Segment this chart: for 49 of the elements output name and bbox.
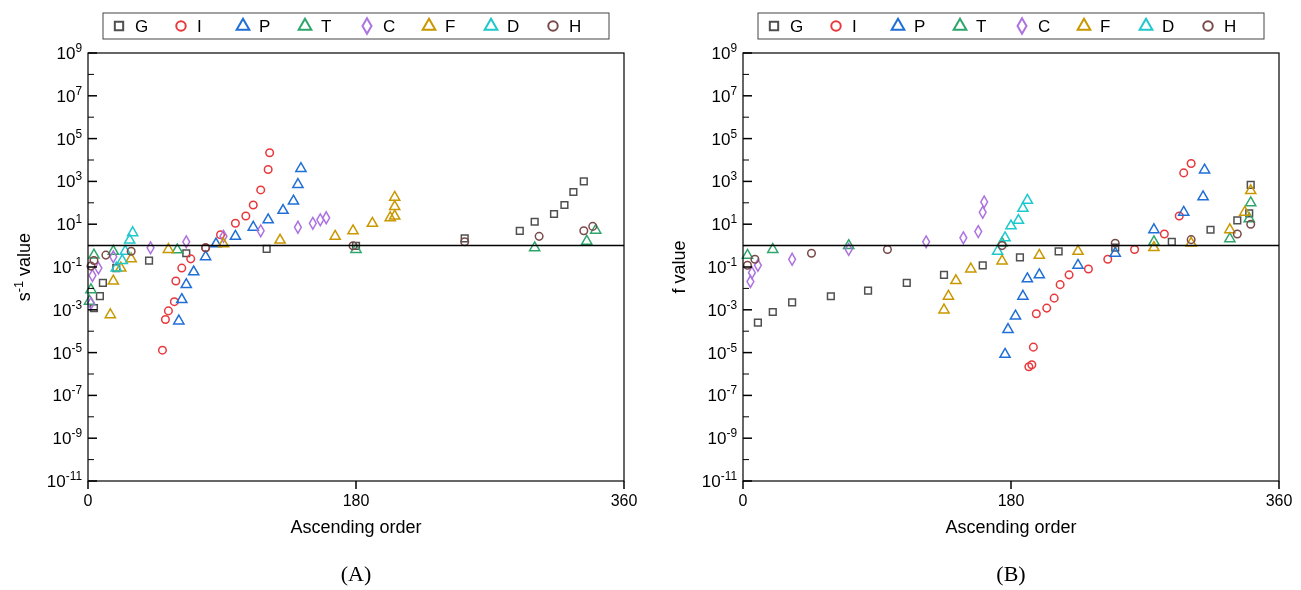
legend-label: D: [507, 17, 520, 36]
x-axis-title: Ascending order: [290, 517, 422, 537]
legend-label: G: [135, 17, 149, 36]
y-tick-label: 10$^{-5}$: [707, 340, 738, 363]
y-tick-label: 10$^{-11}$: [46, 469, 83, 491]
legend-label: F: [1100, 17, 1111, 36]
y-tick-label: 10$^{-11}$: [701, 469, 738, 491]
text: (B): [996, 561, 1026, 586]
legend-label: F: [445, 17, 456, 36]
y-tick-label: 10$^{-3}$: [52, 297, 83, 320]
y-tick-label: 10$^{-7}$: [707, 383, 738, 406]
x-tick-label: 180: [342, 492, 370, 509]
legend-label: G: [790, 17, 804, 36]
y-tick-label: 10$^{-1}$: [52, 255, 83, 277]
y-tick-label: 10$^{7}$: [711, 83, 738, 106]
y-tick-label: 10$^{-9}$: [707, 426, 738, 449]
legend-label: C: [1038, 17, 1051, 36]
y-tick-label: 10$^{5}$: [711, 126, 738, 149]
x-tick-label: 360: [1265, 492, 1293, 509]
y-tick-label: 10$^{3}$: [711, 169, 738, 192]
y-tick-label: 10$^{9}$: [56, 41, 83, 63]
x-tick-label: 180: [997, 492, 1025, 509]
legend-label: T: [321, 17, 332, 36]
x-tick-label: 360: [610, 492, 638, 509]
y-axis-title: f value: [669, 240, 689, 294]
legend-label: I: [197, 17, 202, 36]
y-tick-label: 10$^{-7}$: [52, 383, 83, 406]
x-tick-label: 0: [738, 492, 748, 509]
y-tick-label: 10$^{1}$: [711, 212, 738, 235]
y-tick-label: 10$^{-5}$: [52, 340, 83, 363]
legend-label: H: [569, 17, 582, 36]
legend-label: D: [1162, 17, 1175, 36]
legend-label: I: [852, 17, 857, 36]
y-tick-label: 10$^{1}$: [56, 212, 83, 235]
y-tick-label: 10$^{7}$: [56, 83, 83, 106]
legend-label: P: [259, 17, 271, 36]
y-tick-label: 10$^{-3}$: [707, 297, 738, 320]
y-tick-label: 10$^{9}$: [711, 41, 738, 63]
y-tick-label: 10$^{3}$: [56, 169, 83, 192]
legend-label: H: [1224, 17, 1237, 36]
y-tick-label: 10$^{-1}$: [707, 255, 738, 277]
legend-label: T: [976, 17, 987, 36]
legend-label: P: [914, 17, 926, 36]
y-tick-label: 10$^{5}$: [56, 126, 83, 149]
x-axis-title: Ascending order: [945, 517, 1077, 537]
text: (A): [340, 561, 372, 586]
x-tick-label: 0: [83, 492, 93, 509]
y-tick-label: 10$^{-9}$: [52, 426, 83, 449]
legend-label: C: [383, 17, 396, 36]
